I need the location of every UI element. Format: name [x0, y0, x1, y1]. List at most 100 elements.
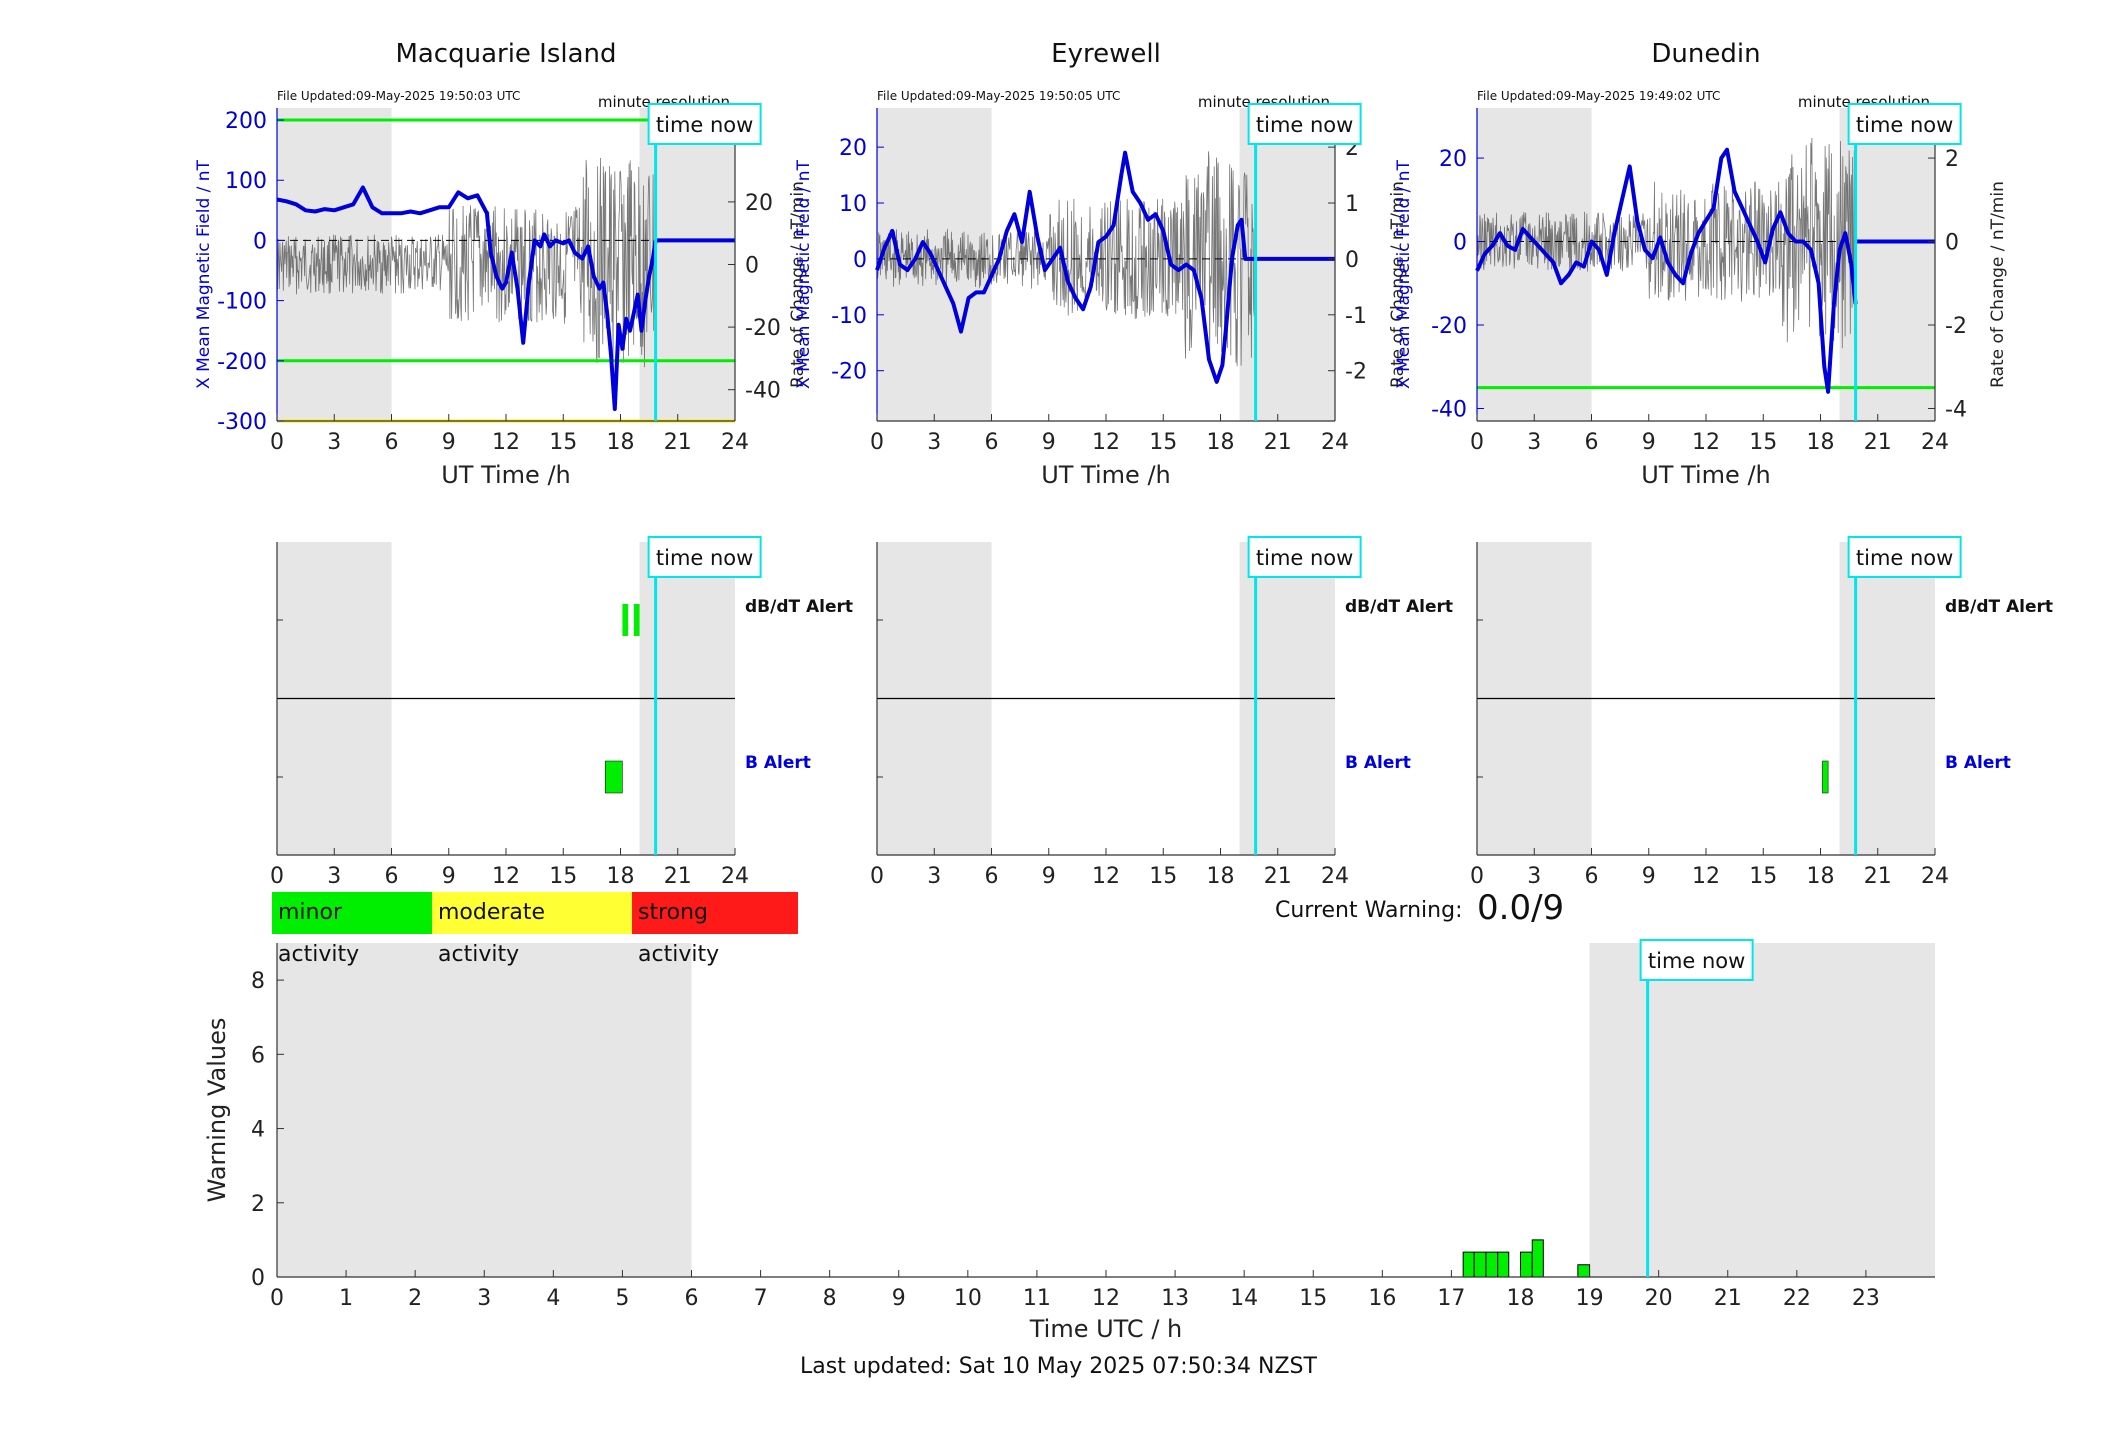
- y-tick-label: 0: [251, 1266, 265, 1291]
- x-tick-label: 21: [664, 864, 692, 889]
- x-tick-label: 21: [1864, 864, 1892, 889]
- time-now-label: time now: [656, 546, 753, 570]
- x-tick-label: 12: [492, 864, 520, 889]
- x-tick-label: 9: [1042, 864, 1056, 889]
- warning-bar: [1485, 1251, 1499, 1278]
- time-now-box: [1247, 103, 1362, 145]
- b-alert-bar: [1822, 760, 1829, 794]
- x-tick-label: 3: [1527, 430, 1541, 455]
- time-now-label: time now: [1256, 546, 1353, 570]
- y-tick-label: 100: [225, 169, 267, 194]
- y-tick-label: -40: [1431, 397, 1467, 422]
- warning-bar: [1577, 1264, 1591, 1278]
- rate-of-change-trace: [276, 157, 656, 368]
- x-tick-label: 14: [1230, 1286, 1258, 1311]
- field-series-line: [276, 185, 658, 411]
- y-axis-label-right: Rate of Change / nT/min: [788, 181, 808, 388]
- night-band: [277, 943, 692, 1277]
- x-tick-label: 12: [1692, 864, 1720, 889]
- y-tick-label: -100: [217, 290, 267, 315]
- x-tick-label: 6: [685, 1286, 699, 1311]
- last-updated: Last updated: Sat 10 May 2025 07:50:34 N…: [800, 1354, 1317, 1379]
- x-tick-label: 24: [1321, 430, 1349, 455]
- y-tick-label-right: 0: [745, 254, 759, 279]
- rate-of-change-trace: [876, 151, 1256, 367]
- b-alert-label: B Alert: [745, 753, 811, 773]
- x-tick-label: 6: [985, 430, 999, 455]
- station-title: Dunedin: [1651, 39, 1760, 69]
- x-tick-label: 21: [664, 430, 692, 455]
- x-tick-label: 0: [270, 864, 284, 889]
- x-tick-label: 6: [1585, 864, 1599, 889]
- x-tick-label: 3: [327, 430, 341, 455]
- x-tick-label: 9: [1642, 430, 1656, 455]
- x-tick-label: 3: [1527, 864, 1541, 889]
- current-warning-value: 0.0/9: [1477, 888, 1565, 928]
- x-tick-label: 24: [721, 864, 749, 889]
- x-tick-label: 6: [1585, 430, 1599, 455]
- field-plot-mac: 0 3 6 9 12 15 18 21 24-300-200-1000100200-40-200…: [194, 39, 808, 489]
- time-now-box: [647, 536, 762, 578]
- x-tick-label: 9: [442, 864, 456, 889]
- x-tick-label: 21: [1264, 864, 1292, 889]
- time-now-label: time now: [1856, 546, 1953, 570]
- x-tick-label: 21: [1864, 430, 1892, 455]
- x-tick-label: 3: [477, 1286, 491, 1311]
- y-tick-label: 20: [1439, 147, 1467, 172]
- y-tick-label-right: 20: [745, 191, 773, 216]
- warning-chart: 0 1 2 3 4 5 6 7 8 9 10 11 12 13 14 15 16 17 18 19 20 21 22 2302…: [203, 939, 1935, 1343]
- x-tick-label: 10: [954, 1286, 982, 1311]
- night-band: [1477, 108, 1592, 421]
- x-tick-label: 24: [1921, 864, 1949, 889]
- dbdt-alert-bar: [633, 604, 640, 636]
- x-tick-label: 24: [1921, 430, 1949, 455]
- x-tick-label: 18: [1507, 1286, 1535, 1311]
- x-tick-label: 12: [1092, 864, 1120, 889]
- x-tick-label: 7: [754, 1286, 768, 1311]
- y-tick-label: -20: [1431, 314, 1467, 339]
- x-tick-label: 12: [1692, 430, 1720, 455]
- time-now-label: time now: [656, 113, 753, 137]
- dbdt-alert-label: dB/dT Alert: [745, 597, 853, 617]
- y-tick-label: 8: [251, 969, 265, 994]
- y-tick-label: 6: [251, 1043, 265, 1068]
- warning-bar: [1497, 1251, 1510, 1278]
- station-title: Macquarie Island: [395, 39, 616, 69]
- time-now-box: [1847, 103, 1962, 145]
- x-tick-label: 15: [549, 864, 577, 889]
- y-tick-label: 20: [839, 136, 867, 161]
- x-tick-label: 23: [1852, 1286, 1880, 1311]
- warning-bar: [1520, 1251, 1533, 1278]
- time-now-label: time now: [1648, 949, 1745, 973]
- y-axis-label: X Mean Magnetic Field / nT: [794, 159, 814, 389]
- x-tick-label: 15: [1149, 430, 1177, 455]
- y-tick-label-right: 0: [1345, 248, 1359, 273]
- y-tick-label-right: -2: [1345, 360, 1367, 385]
- x-tick-label: 0: [270, 1286, 284, 1311]
- x-tick-label: 21: [1714, 1286, 1742, 1311]
- time-now-box: [1247, 536, 1362, 578]
- x-tick-label: 12: [492, 430, 520, 455]
- y-axis-label: Warning Values: [203, 1018, 231, 1203]
- x-tick-label: 18: [607, 864, 635, 889]
- dbdt-alert-label: dB/dT Alert: [1345, 597, 1453, 617]
- x-tick-label: 16: [1368, 1286, 1396, 1311]
- x-tick-label: 18: [1807, 430, 1835, 455]
- alert-panel-mac: dB/dT Alert B Alert 0 3 6 9 12 15 18 21 24 time now: [270, 536, 853, 889]
- rate-of-change-trace: [1476, 137, 1856, 349]
- field-series-line: [875, 150, 1256, 384]
- y-tick-label: -20: [831, 360, 867, 385]
- x-tick-label: 22: [1783, 1286, 1811, 1311]
- x-axis-label: UT Time /h: [1041, 461, 1171, 489]
- x-tick-label: 11: [1023, 1286, 1051, 1311]
- x-tick-label: 0: [870, 430, 884, 455]
- x-tick-label: 18: [1207, 864, 1235, 889]
- legend-strong-activity: strong activity: [632, 892, 798, 967]
- alert-panel-dun: dB/dT Alert B Alert 0 3 6 9 12 15 18 21 24 time now: [1470, 536, 2053, 889]
- x-tick-label: 12: [1092, 1286, 1120, 1311]
- time-now-label: time now: [1256, 113, 1353, 137]
- y-tick-label-right: -40: [745, 379, 781, 404]
- warning-bar: [1462, 1251, 1475, 1278]
- legend-minor-activity: minor activity: [272, 892, 432, 967]
- x-tick-label: 12: [1092, 430, 1120, 455]
